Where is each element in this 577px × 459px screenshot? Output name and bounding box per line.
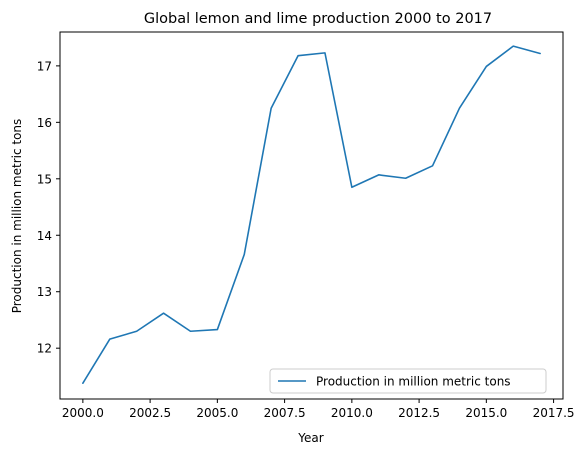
data-point bbox=[109, 338, 111, 340]
data-point bbox=[82, 382, 84, 384]
legend: Production in million metric tons bbox=[269, 368, 547, 394]
plot-frame bbox=[59, 31, 564, 400]
data-point bbox=[243, 254, 245, 256]
x-tick-label: 2005.0 bbox=[196, 406, 238, 420]
data-point bbox=[459, 107, 461, 109]
x-tick-label: 2010.0 bbox=[331, 406, 373, 420]
data-point bbox=[297, 55, 299, 57]
data-point bbox=[378, 174, 380, 176]
y-tick-label: 15 bbox=[37, 172, 52, 186]
y-tick-label: 14 bbox=[37, 229, 52, 243]
chart-title: Global lemon and lime production 2000 to… bbox=[144, 11, 492, 27]
data-point bbox=[217, 329, 219, 331]
data-point bbox=[270, 107, 272, 109]
x-tick-label: 2012.5 bbox=[398, 406, 440, 420]
legend-box bbox=[269, 368, 547, 394]
legend-label: Production in million metric tons bbox=[316, 375, 511, 389]
data-point bbox=[405, 177, 407, 179]
data-point bbox=[190, 330, 192, 332]
data-point bbox=[486, 66, 488, 68]
x-tick-label: 2002.5 bbox=[129, 406, 171, 420]
y-tick-label: 16 bbox=[37, 116, 52, 130]
data-point bbox=[163, 312, 165, 314]
x-axis-label: Year bbox=[297, 431, 323, 445]
x-tick-label: 2015.0 bbox=[465, 406, 507, 420]
plot-area: 2000.0 2002.5 2005.0 2007.5 2010.0 2012.5 2015… bbox=[37, 45, 575, 420]
x-tick-label: 2017.5 bbox=[533, 406, 575, 420]
data-point bbox=[432, 165, 434, 167]
data-point bbox=[136, 330, 138, 332]
data-point bbox=[351, 186, 353, 188]
series-line-0 bbox=[82, 45, 541, 384]
data-point bbox=[324, 52, 326, 54]
y-tick-label: 13 bbox=[37, 285, 52, 299]
y-tick-label: 17 bbox=[37, 59, 52, 73]
x-tick-label: 2000.0 bbox=[62, 406, 104, 420]
data-point bbox=[539, 53, 541, 55]
y-axis-label: Production in million metric tons bbox=[10, 119, 24, 314]
y-tick-label: 12 bbox=[37, 342, 52, 356]
data-point bbox=[512, 45, 514, 47]
x-tick-label: 2007.5 bbox=[264, 406, 306, 420]
